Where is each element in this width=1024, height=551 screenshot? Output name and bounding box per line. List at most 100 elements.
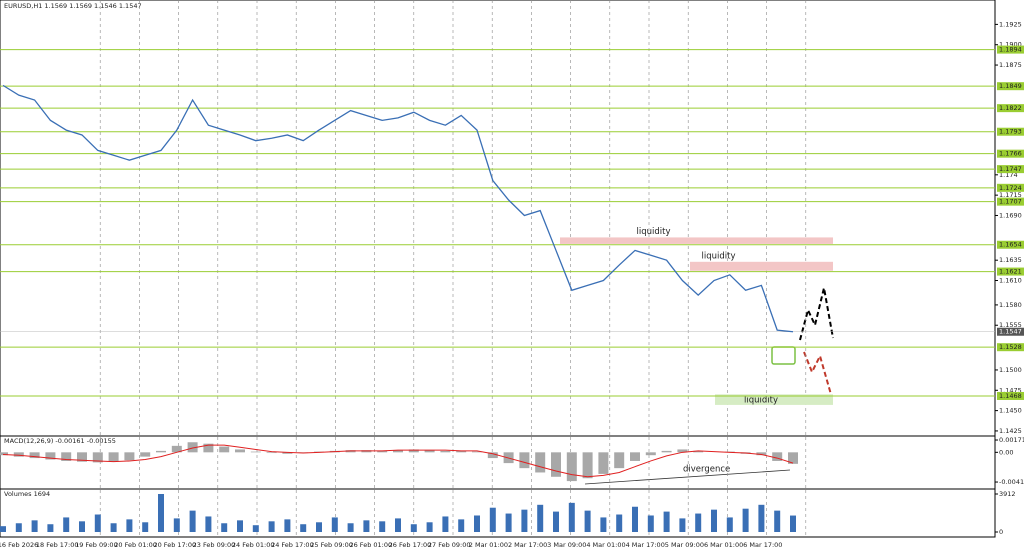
level-label-bg	[997, 45, 1024, 54]
volume-bar	[790, 515, 796, 532]
volume-bar	[284, 519, 291, 532]
x-tick-label: 27 Feb 09:00	[428, 541, 471, 549]
volume-bar	[110, 523, 117, 532]
volume-bar	[47, 524, 54, 532]
y-tick-label: 1.1555	[999, 321, 1022, 329]
volume-bar	[632, 506, 638, 532]
macd-bar	[408, 449, 419, 453]
macd-bar	[156, 450, 166, 453]
macd-bar	[487, 452, 498, 459]
x-tick-label: 4 Mar 01:00	[586, 541, 625, 549]
volume-bar	[489, 507, 496, 532]
macd-bar	[187, 442, 198, 453]
volume-bar	[142, 522, 149, 532]
volume-bar	[331, 517, 338, 532]
macd-bar	[614, 452, 625, 469]
volume-bar	[426, 522, 433, 532]
volume-bar	[237, 520, 243, 532]
volume-bar	[189, 510, 196, 532]
volume-bar	[600, 517, 607, 532]
macd-bar	[171, 445, 182, 453]
volume-bar	[695, 513, 702, 532]
macd-bar	[788, 452, 798, 464]
x-tick-label: 24 Feb 01:00	[232, 541, 275, 549]
macd-bar	[535, 452, 546, 473]
level-label: 1.1822	[999, 104, 1022, 112]
volume-bar	[268, 521, 275, 532]
x-tick-label: 2 Mar 17:00	[508, 541, 547, 549]
x-tick-label: 16 Feb 2026	[0, 541, 38, 549]
volume-bar	[758, 504, 765, 532]
macd-bar	[551, 452, 561, 477]
macd-bar	[566, 452, 577, 482]
volume-bar	[316, 522, 322, 532]
macd-bar	[250, 451, 261, 453]
macd-bar	[282, 452, 293, 454]
liquidity-zone	[690, 261, 833, 271]
x-tick-label: 26 Feb 01:00	[349, 541, 392, 549]
volume-bar	[442, 516, 449, 532]
level-label: 1.1793	[999, 128, 1022, 136]
level-label-bg	[997, 391, 1024, 400]
level-label: 1.1528	[999, 343, 1022, 351]
volume-bar	[711, 509, 717, 532]
volume-bar	[173, 518, 180, 532]
macd-bar	[235, 449, 245, 453]
signal-line	[2, 444, 794, 478]
y-tick-label: 1.1500	[999, 366, 1022, 374]
macd-bar	[45, 452, 56, 460]
x-tick-label: 6 Mar 17:00	[743, 541, 782, 549]
y-tick-label: 1.1715	[999, 191, 1022, 199]
volume-bar	[158, 494, 164, 532]
x-tick-label: 20 Feb 01:00	[114, 541, 157, 549]
level-label-bg	[997, 267, 1024, 276]
current-price-bg	[997, 327, 1024, 336]
volume-bar	[616, 514, 623, 532]
arrow-black	[799, 287, 834, 341]
macd-bar	[440, 450, 451, 453]
x-tick-label: 19 Feb 09:00	[75, 541, 118, 549]
x-tick-label: 25 Feb 09:00	[310, 541, 353, 549]
current-price-label: 1.1547	[999, 328, 1022, 336]
y-tick-label: 1.174	[999, 171, 1018, 179]
y-tick-label: 0.00171	[999, 436, 1024, 444]
volume-bar	[537, 504, 544, 532]
level-label: 1.1707	[999, 198, 1022, 206]
level-label: 1.1766	[999, 150, 1022, 158]
y-tick-label: 1.1875	[999, 61, 1022, 69]
y-tick-label: 3912	[999, 490, 1016, 498]
volume-bar	[252, 525, 259, 532]
macd-bar	[645, 452, 656, 456]
level-label: 1.1468	[999, 392, 1022, 400]
x-tick-label: 26 Feb 17:00	[389, 541, 432, 549]
macd-bar	[393, 450, 403, 453]
level-label: 1.1654	[999, 241, 1022, 249]
price-line	[2, 84, 794, 333]
forecast-arrows	[799, 287, 834, 399]
divergence-line	[584, 469, 791, 485]
level-label-bg	[997, 149, 1024, 158]
level-label-bg	[997, 343, 1024, 352]
volume-bar	[521, 509, 528, 532]
volume-bar	[347, 523, 354, 532]
y-tick-label: 1.1610	[999, 277, 1022, 285]
macd-bar	[13, 452, 24, 457]
y-tick-label: 1.1635	[999, 256, 1022, 264]
volume-bar	[379, 521, 386, 532]
volume-bar	[31, 520, 38, 532]
zone-label: liquidity	[702, 251, 736, 261]
level-label: 1.1747	[999, 165, 1022, 173]
y-tick-label: 0.00	[999, 448, 1013, 456]
volume-bar	[63, 517, 70, 532]
macd-bar	[456, 450, 467, 453]
zone-label: liquidity	[637, 227, 671, 237]
level-label-bg	[997, 183, 1024, 192]
y-tick-label: 1.1925	[999, 20, 1022, 28]
level-label: 1.1724	[999, 184, 1022, 192]
y-tick-label: 1.1900	[999, 41, 1022, 49]
macd-bar	[108, 452, 119, 462]
liquidity-zone	[560, 237, 833, 244]
level-label-bg	[997, 240, 1024, 249]
macd-bar	[582, 452, 593, 479]
